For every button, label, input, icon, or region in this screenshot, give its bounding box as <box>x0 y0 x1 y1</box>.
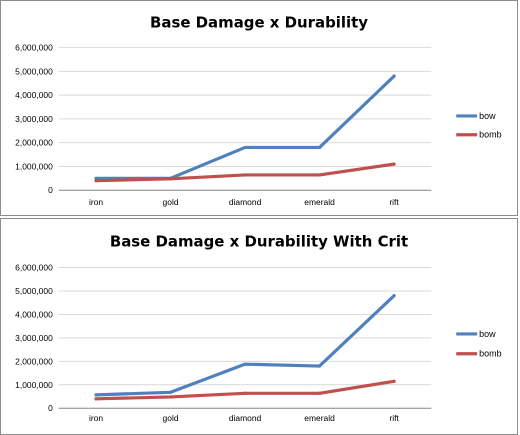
chart-1-ytick-label: 5,000,000 <box>15 66 53 76</box>
chart-1-legend-bomb-label: bomb <box>479 130 501 140</box>
chart-1-series-bow-point <box>243 145 247 150</box>
chart-2-series-bomb-point <box>243 391 247 395</box>
chart-2-legend-bomb-label: bomb <box>479 349 501 359</box>
chart-1-series-bomb-point <box>392 162 396 166</box>
chart-2-xtick-label: iron <box>89 413 103 423</box>
chart-2-ytick-label: 0 <box>48 403 53 413</box>
chart-2-xtick-label: rift <box>389 413 399 423</box>
chart-1-xtick-label: gold <box>163 197 179 207</box>
chart-1-ytick-label: 3,000,000 <box>15 114 53 124</box>
chart-2-ytick-label: 3,000,000 <box>15 333 53 343</box>
chart-2-svg: Base Damage x Durability With Crit 0 1,000… <box>15 233 501 423</box>
chart-1-xtick-label: emerald <box>304 197 335 207</box>
chart-2-ytick-label: 5,000,000 <box>15 286 53 296</box>
chart-1-ytick-label: 4,000,000 <box>15 90 53 100</box>
chart-panel-1: Base Damage x Durability 0 1,000,000 2,000,… <box>0 0 518 216</box>
chart-2-series-bomb-point <box>392 379 396 383</box>
chart-1-svg: Base Damage x Durability 0 1,000,000 2,000,… <box>15 14 501 207</box>
chart-2-series-bow-point <box>94 393 98 397</box>
chart-1-title: Base Damage x Durability <box>150 14 368 32</box>
chart-2-series-bomb-point <box>94 397 98 401</box>
chart-1-xtick-label: iron <box>89 197 103 207</box>
chart-panel-2: Base Damage x Durability With Crit 0 1,000… <box>0 218 518 435</box>
chart-2-ytick-label: 6,000,000 <box>15 263 53 273</box>
chart-2-ytick-label: 1,000,000 <box>15 380 53 390</box>
chart-1-series-bow-point <box>317 145 322 150</box>
chart-2-series-bow-line <box>94 294 396 397</box>
chart-2-series-bomb-point <box>168 395 173 399</box>
chart-1-ytick-label: 1,000,000 <box>15 161 53 171</box>
chart-1-series-bomb-point <box>168 177 173 181</box>
chart-1-ytick-label: 0 <box>48 185 53 195</box>
chart-1-ytick-label: 6,000,000 <box>15 43 53 53</box>
chart-2-ytick-label: 4,000,000 <box>15 309 53 319</box>
chart-2-series-bow-point <box>392 294 396 298</box>
chart-2-xtick-label: diamond <box>229 413 262 423</box>
chart-1-series-bow-point <box>392 74 396 78</box>
chart-1-ytick-label: 2,000,000 <box>15 138 53 148</box>
chart-1-series-bomb-point <box>243 173 247 177</box>
chart-2-series-bomb-line <box>94 379 396 401</box>
chart-1-series-bomb-point <box>317 173 322 177</box>
chart-1-xtick-label: diamond <box>229 197 262 207</box>
chart-2-series-bomb-point <box>317 391 322 395</box>
chart-1-series-bomb-point <box>94 179 98 183</box>
chart-2-xtick-label: gold <box>163 413 179 423</box>
chart-2-xtick-label: emerald <box>304 413 335 423</box>
chart-2-series-bow-point <box>168 390 173 394</box>
chart-2-series-bow-point <box>317 364 322 368</box>
chart-1-xtick-label: rift <box>389 197 399 207</box>
chart-1-series-bow-line <box>94 74 396 180</box>
chart-2-legend-bow-label: bow <box>479 329 496 339</box>
chart-1-legend-bow-label: bow <box>479 111 496 121</box>
chart-2-series-bow-point <box>243 362 247 366</box>
chart-2-ytick-label: 2,000,000 <box>15 356 53 366</box>
chart-2-title: Base Damage x Durability With Crit <box>110 233 408 251</box>
